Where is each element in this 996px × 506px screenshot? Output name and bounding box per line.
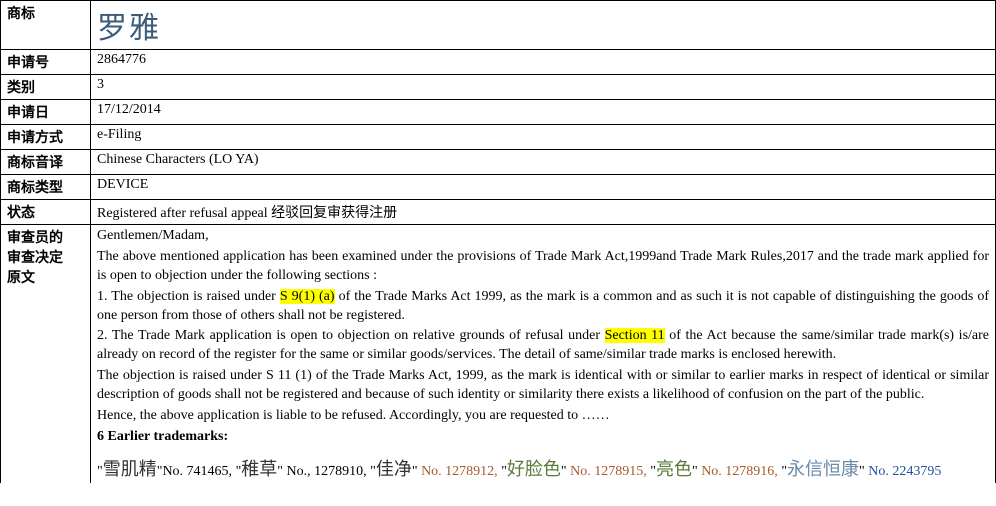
mark-text: 雪肌精 (103, 459, 157, 479)
earlier-mark-2: "佳净" No. 1278912, (370, 464, 501, 479)
decision-objection-3: The objection is raised under S 11 (1) o… (97, 367, 989, 405)
mark-text: 佳净 (376, 459, 412, 479)
label-application-date: 申请日 (1, 100, 91, 125)
mark-number: No. 1278916, (698, 464, 782, 479)
value-class: 3 (91, 75, 996, 100)
decision-body: Gentlemen/Madam, The above mentioned app… (97, 227, 989, 481)
label-class: 类别 (1, 75, 91, 100)
earlier-mark-1: "稚草" No., 1278910, (236, 464, 371, 479)
earlier-trademarks-header: 6 Earlier trademarks: (97, 428, 989, 447)
value-status: Registered after refusal appeal 经驳回复审获得注… (91, 200, 996, 225)
value-application-no: 2864776 (91, 50, 996, 75)
decision-label-2: 审查决定 (7, 251, 63, 266)
earlier-mark-3: "好脸色" No. 1278915, (501, 464, 650, 479)
earlier-mark-0: "雪肌精"No. 741465, (97, 464, 236, 479)
decision-objection-2: 2. The Trade Mark application is open to… (97, 327, 989, 365)
mark-number: No. 1278912, (418, 464, 502, 479)
trademark-details-table: 商标 罗雅 申请号 2864776 类别 3 申请日 17/12/2014 申请… (0, 0, 996, 483)
label-transliteration: 商标音译 (1, 150, 91, 175)
decision-label-3: 原文 (7, 271, 35, 286)
mark-text: 亮色 (656, 459, 692, 479)
decision-salutation: Gentlemen/Madam, (97, 227, 989, 246)
label-examiner-decision: 审查员的 审查决定 原文 (1, 225, 91, 483)
obj1-highlight: S 9(1) (a) (280, 289, 335, 304)
mark-number: No. 2243795 (865, 464, 942, 479)
value-filing-method: e-Filing (91, 125, 996, 150)
obj1-pre: 1. The objection is raised under (97, 289, 280, 304)
value-examiner-decision: Gentlemen/Madam, The above mentioned app… (91, 225, 996, 483)
obj2-pre: 2. The Trade Mark application is open to… (97, 328, 605, 343)
earlier-mark-4: "亮色" No. 1278916, (650, 464, 781, 479)
obj2-highlight: Section 11 (605, 328, 665, 343)
label-trademark: 商标 (1, 1, 91, 50)
mark-number: No. 741465, (162, 464, 235, 479)
trademark-logo-text: 罗雅 (97, 12, 161, 45)
value-transliteration: Chinese Characters (LO YA) (91, 150, 996, 175)
mark-text: 好脸色 (507, 459, 561, 479)
earlier-mark-5: "永信恒康" No. 2243795 (781, 464, 941, 479)
mark-number: No. 1278915, (567, 464, 651, 479)
decision-objection-1: 1. The objection is raised under S 9(1) … (97, 288, 989, 326)
mark-text: 稚草 (241, 459, 277, 479)
value-application-date: 17/12/2014 (91, 100, 996, 125)
decision-label-1: 审查员的 (7, 231, 63, 246)
mark-text: 永信恒康 (787, 459, 859, 479)
label-mark-type: 商标类型 (1, 175, 91, 200)
decision-hence: Hence, the above application is liable t… (97, 407, 989, 426)
label-filing-method: 申请方式 (1, 125, 91, 150)
value-mark-type: DEVICE (91, 175, 996, 200)
decision-para-intro: The above mentioned application has been… (97, 248, 989, 286)
earlier-trademarks-list: "雪肌精"No. 741465, "稚草" No., 1278910, "佳净"… (97, 455, 989, 481)
value-trademark: 罗雅 (91, 1, 996, 50)
label-status: 状态 (1, 200, 91, 225)
label-application-no: 申请号 (1, 50, 91, 75)
mark-number: No., 1278910, (283, 464, 370, 479)
